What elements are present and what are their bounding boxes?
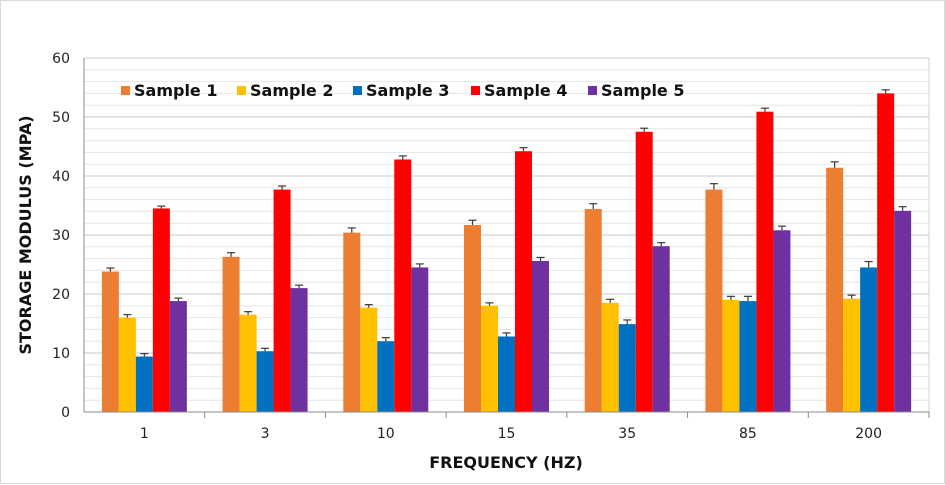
axes: 0 10 20 30 40 50 60 1 3 10 15 35 85 200 (52, 51, 930, 442)
legend-swatch (237, 86, 246, 95)
x-axis-title: FREQUENCY (HZ) (429, 453, 583, 472)
x-tick-label: 85 (739, 426, 757, 442)
x-tick-label: 35 (618, 426, 636, 442)
bar (101, 271, 119, 412)
legend: Sample 1 Sample 2 Sample 3 Sample 4 Sample 5 (121, 81, 684, 100)
y-tick-label: 40 (52, 169, 70, 185)
bar (256, 351, 274, 412)
bar (860, 267, 878, 412)
bar (584, 209, 602, 412)
x-tick-label: 1 (140, 426, 149, 442)
bar (411, 267, 429, 412)
bar (722, 299, 740, 412)
x-tick-label: 15 (498, 426, 516, 442)
y-tick-label: 60 (52, 51, 70, 67)
bar (152, 208, 170, 412)
y-axis-title: STORAGE MODULUS (MPA) (16, 115, 35, 354)
bar (377, 341, 395, 412)
x-tick-label: 3 (261, 426, 270, 442)
bar (705, 189, 723, 412)
bar (877, 93, 895, 413)
legend-label: Sample 5 (601, 81, 684, 100)
bar (532, 260, 549, 412)
bar (239, 314, 257, 412)
legend-label: Sample 2 (250, 81, 333, 100)
bar (135, 356, 153, 412)
bar (843, 298, 861, 412)
bar (118, 317, 136, 412)
x-tick-label: 200 (855, 426, 882, 442)
bar (515, 151, 532, 412)
bar (222, 256, 240, 412)
bar (635, 131, 653, 412)
y-tick-label: 30 (52, 228, 70, 244)
bar (273, 189, 291, 412)
bar (481, 305, 498, 412)
y-tick-label: 50 (52, 110, 70, 126)
bar (169, 301, 187, 412)
legend-label: Sample 4 (484, 81, 567, 100)
bar (290, 288, 308, 412)
bar (394, 159, 412, 412)
legend-swatch (588, 86, 597, 95)
bar (498, 336, 515, 412)
bar (360, 307, 378, 412)
legend-swatch (471, 86, 480, 95)
legend-label: Sample 3 (366, 81, 449, 100)
bars (101, 89, 912, 413)
bar (652, 246, 670, 412)
bar (826, 167, 844, 412)
legend-swatch (353, 86, 362, 95)
bar (601, 302, 619, 412)
bar (756, 111, 774, 412)
bar (894, 210, 912, 412)
bar (464, 224, 481, 412)
bar (343, 232, 361, 412)
bar (618, 324, 636, 412)
legend-swatch (121, 86, 130, 95)
bar (739, 301, 757, 412)
y-tick-label: 0 (61, 405, 70, 421)
legend-label: Sample 1 (134, 81, 217, 100)
y-tick-label: 10 (52, 346, 70, 362)
bar (773, 230, 791, 412)
x-tick-label: 10 (377, 426, 395, 442)
y-tick-label: 20 (52, 287, 70, 303)
